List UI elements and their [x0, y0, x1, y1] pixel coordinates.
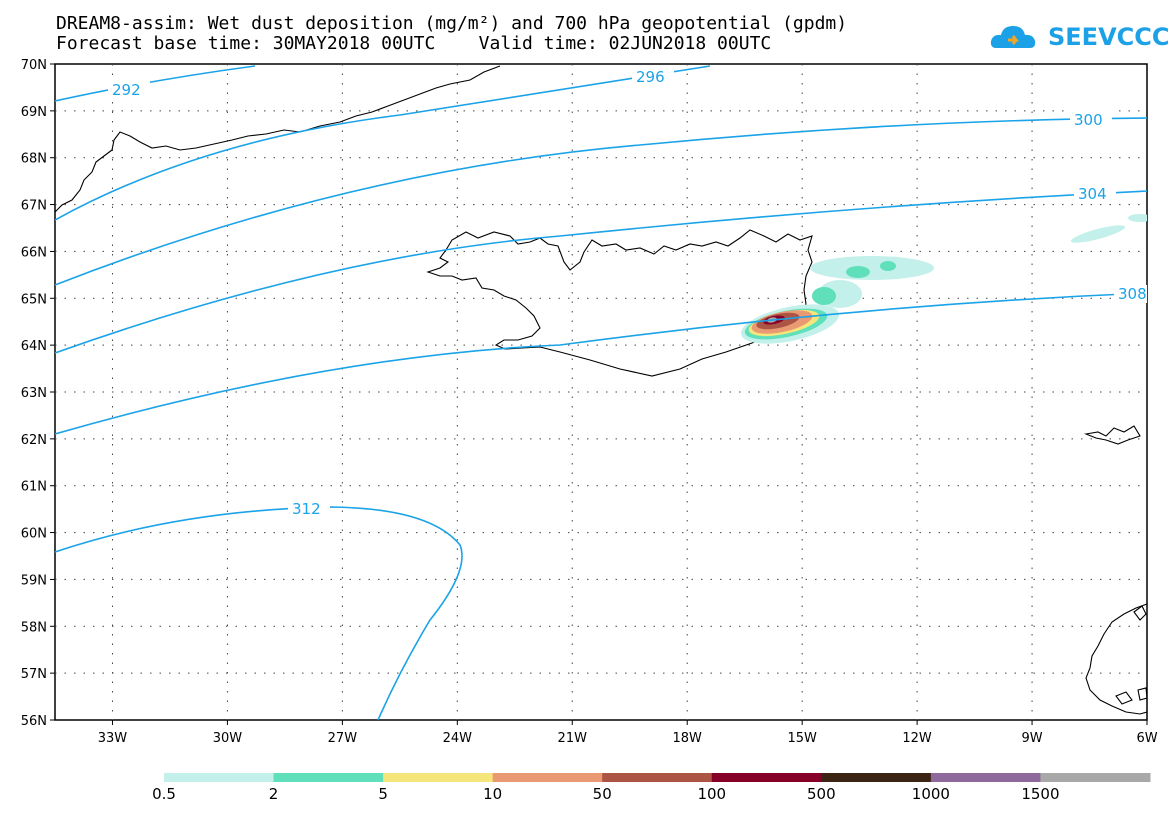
lat-tick-label: 66N — [21, 245, 47, 260]
colorbar-label: 500 — [807, 785, 836, 803]
lat-tick-label: 67N — [21, 199, 47, 214]
lon-tick-label: 12W — [902, 731, 932, 746]
lat-tick-label: 61N — [21, 480, 47, 495]
lon-tick-label: 21W — [558, 731, 588, 746]
colorbar-swatch — [1040, 773, 1151, 782]
contour-label-312: 312 — [292, 500, 321, 518]
colorbar — [164, 773, 1151, 782]
lat-tick-label: 57N — [21, 667, 47, 682]
colorbar-swatch — [164, 773, 275, 782]
axis-ticks: 70N 69N 68N 67N 66N 65N 64N 63N 62N 61N 60N 59N 58N 5… — [21, 58, 1158, 746]
dust-area — [846, 266, 870, 278]
colorbar-label: 2 — [268, 785, 279, 803]
lon-tick-label: 15W — [787, 731, 817, 746]
cloud-logo-icon — [990, 26, 1036, 48]
dust-area — [812, 287, 836, 305]
lat-tick-label: 69N — [21, 105, 47, 120]
lat-tick-label: 60N — [21, 527, 47, 542]
lon-tick-label: 33W — [98, 731, 128, 746]
colorbar-label: 0.5 — [152, 785, 176, 803]
colorbar-swatch — [930, 773, 1041, 782]
lat-tick-label: 62N — [21, 433, 47, 448]
colorbar-swatch — [821, 773, 932, 782]
colorbar-swatch — [602, 773, 713, 782]
lon-tick-label: 24W — [443, 731, 473, 746]
logo-text: SEEVCCC — [1048, 23, 1170, 51]
contour-label-296: 296 — [636, 68, 665, 86]
scotland-coastline — [1085, 603, 1147, 715]
map-title: DREAM8-assim: Wet dust deposition (mg/m²… — [56, 13, 848, 34]
colorbar-label: 1000 — [911, 785, 950, 803]
colorbar-swatch — [711, 773, 822, 782]
colorbar-label: 50 — [592, 785, 612, 803]
contour-labels: 292 296 300 304 308 312 — [108, 68, 1147, 518]
faroe-islands — [1083, 425, 1141, 445]
lon-tick-label: 6W — [1136, 731, 1157, 746]
colorbar-swatch — [273, 773, 384, 782]
contour-label-304: 304 — [1078, 185, 1107, 203]
contour-label-292: 292 — [112, 81, 141, 99]
lat-tick-label: 65N — [21, 292, 47, 307]
colorbar-label: 1500 — [1021, 785, 1060, 803]
lat-tick-label: 58N — [21, 620, 47, 635]
dust-area — [1070, 225, 1126, 243]
lon-tick-label: 30W — [213, 731, 243, 746]
graticule — [55, 64, 1147, 720]
dust-area — [1128, 214, 1147, 222]
lat-tick-label: 64N — [21, 339, 47, 354]
lat-tick-label: 63N — [21, 386, 47, 401]
greenland-coastline — [55, 65, 501, 213]
contour-label-300: 300 — [1074, 111, 1103, 129]
dust-area — [810, 256, 934, 280]
lon-tick-label: 27W — [328, 731, 358, 746]
map-subtitle: Forecast base time: 30MAY2018 00UTC Vali… — [56, 33, 772, 54]
colorbar-label: 10 — [483, 785, 503, 803]
lat-tick-label: 68N — [21, 152, 47, 167]
dust-area — [880, 261, 896, 271]
lat-tick-label: 70N — [21, 58, 47, 73]
geopotential-contours — [55, 65, 1147, 720]
lat-tick-label: 59N — [21, 573, 47, 588]
colorbar-swatch — [492, 773, 603, 782]
contour-label-308: 308 — [1118, 285, 1147, 303]
colorbar-label: 5 — [378, 785, 388, 803]
lat-tick-label: 56N — [21, 714, 47, 729]
lon-tick-label: 9W — [1021, 731, 1042, 746]
lon-tick-label: 18W — [673, 731, 703, 746]
colorbar-label: 100 — [697, 785, 727, 803]
colorbar-swatch — [383, 773, 494, 782]
